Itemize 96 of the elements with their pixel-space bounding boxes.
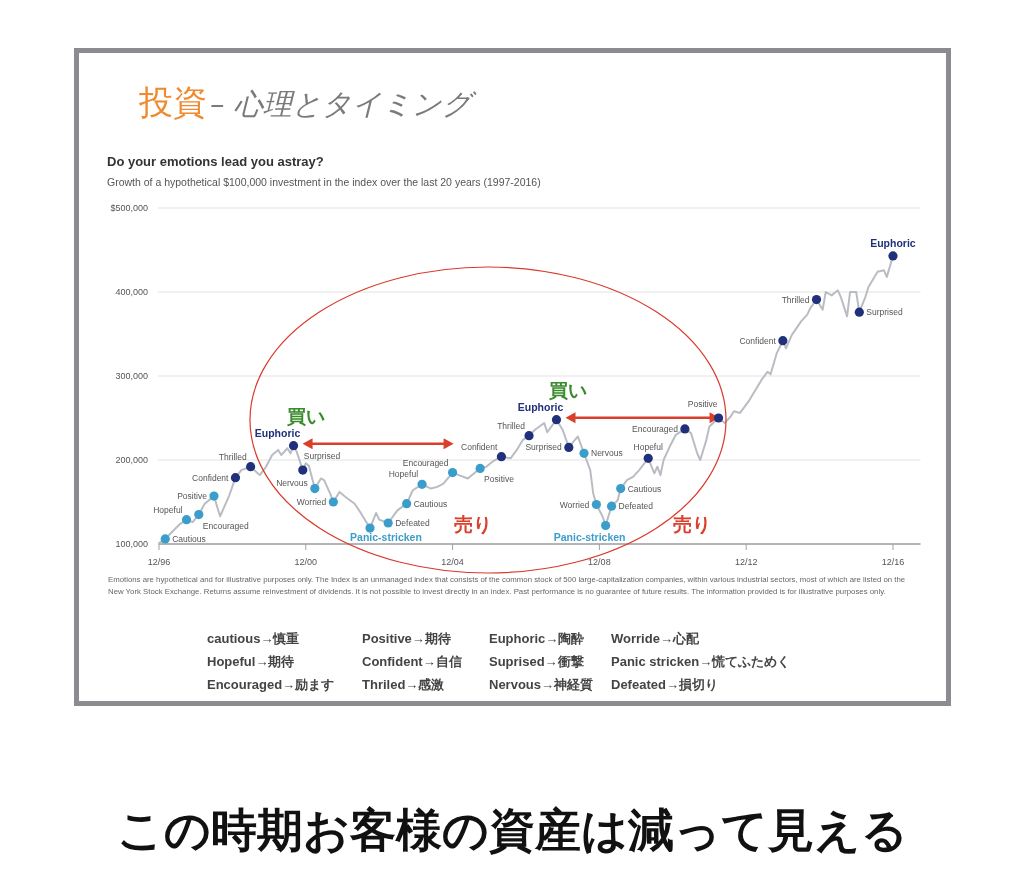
annotation: Euphoric: [517, 400, 564, 413]
annotation: Positive: [687, 399, 718, 409]
point: [811, 294, 822, 305]
annotation: Thrilled: [497, 420, 526, 431]
text: Panic stricken→慌てふためく: [611, 654, 791, 669]
x-tick-label: 12/12: [734, 557, 758, 567]
x-tick-label: 12/08: [588, 557, 611, 567]
text: Nervous→神経質: [489, 677, 594, 692]
point: [616, 483, 626, 494]
point: [402, 499, 412, 509]
annotation: Surprised: [866, 307, 903, 318]
text: Euphoric→陶酔: [489, 631, 585, 646]
text: Thriled→感激: [362, 677, 446, 692]
point: [496, 452, 507, 462]
x-tick-label: 12/16: [881, 557, 905, 567]
annotation: Defeated: [618, 501, 654, 512]
point: [417, 479, 427, 489]
text: Positive→期待: [362, 631, 451, 646]
point: [713, 413, 724, 423]
y-tick-label: $500,000: [110, 203, 148, 213]
annotation: Hopeful: [388, 469, 419, 480]
annotation: Positive: [484, 474, 515, 485]
chart-subtitle: Growth of a hypothetical $100,000 investment in the index over the last 20 years (1997-2016): [107, 175, 541, 188]
annotation: Encouraged: [632, 423, 679, 434]
point: [298, 465, 308, 475]
annotation: Euphoric: [254, 426, 301, 439]
x-tick-label: 12/04: [441, 557, 464, 567]
text: cautious→慎重: [207, 631, 300, 646]
text: Confident→自信: [362, 654, 462, 669]
point: [778, 336, 788, 346]
point: [888, 251, 898, 261]
annotation: 売り: [454, 512, 492, 535]
text: Suprised→衝撃: [489, 654, 584, 669]
point: [591, 499, 601, 510]
point: [447, 468, 458, 478]
chart-title: Do your emotions lead you astray?: [107, 154, 324, 169]
point: [160, 534, 170, 544]
point: [643, 453, 653, 463]
point: [551, 415, 562, 425]
y-tick-label: 100,000: [115, 539, 148, 549]
text: この時期お客様の資産は減って見える: [116, 803, 908, 857]
point: [606, 501, 617, 511]
annotation: Nervous: [591, 448, 623, 459]
annotation: Thrilled: [218, 451, 247, 462]
annotation: Thrilled: [781, 294, 810, 305]
point: [680, 424, 690, 434]
annotation: Positive: [177, 491, 208, 502]
annotation: Defeated: [395, 518, 430, 528]
point: [475, 463, 485, 473]
y-tick-label: 200,000: [115, 455, 148, 465]
point: [564, 442, 574, 452]
text: Hopeful→期待: [207, 654, 295, 669]
annotation: Confident: [739, 335, 777, 346]
annotation: Worried: [296, 497, 327, 507]
annotation: Panic-stricken: [553, 531, 626, 543]
text: 投資: [138, 82, 207, 122]
annotation: 買い: [548, 378, 588, 401]
point: [194, 510, 204, 520]
annotation: Surprised: [525, 442, 563, 453]
annotation: Cautious: [627, 483, 662, 494]
point: [230, 473, 241, 483]
annotation: Surprised: [303, 451, 341, 462]
annotation: Confident: [192, 472, 230, 483]
point: [365, 523, 375, 533]
text: Worride→心配: [611, 631, 700, 646]
annotation: Cautious: [413, 498, 448, 509]
point: [328, 497, 338, 507]
annotation: Encouraged: [402, 457, 449, 468]
point: [181, 515, 192, 525]
point: [601, 520, 611, 531]
annotation: Panic-stricken: [350, 531, 422, 543]
point: [579, 448, 589, 458]
point: [209, 491, 219, 501]
point: [288, 441, 299, 451]
point: [246, 462, 256, 472]
annotation: 売り: [672, 512, 711, 535]
annotation: Hopeful: [153, 504, 183, 515]
annotation: Euphoric: [870, 236, 916, 249]
text: – 心理とタイミング: [210, 87, 477, 121]
text: Defeated→損切り: [611, 677, 718, 692]
y-tick-label: 300,000: [115, 371, 148, 381]
annotation: Hopeful: [633, 442, 663, 453]
annotation: 買い: [285, 404, 325, 427]
point: [524, 431, 534, 441]
y-tick-label: 400,000: [115, 287, 148, 297]
x-tick-label: 12/96: [147, 557, 171, 567]
text: Encouraged→励ます: [207, 677, 335, 692]
point: [383, 518, 393, 528]
point: [854, 307, 864, 317]
annotation: Confident: [461, 441, 499, 452]
x-tick-label: 12/00: [294, 557, 318, 567]
annotation: Encouraged: [202, 520, 249, 531]
annotation: Worried: [559, 499, 590, 510]
annotation: Cautious: [172, 533, 206, 544]
point: [310, 483, 320, 494]
annotation: Nervous: [276, 477, 308, 488]
